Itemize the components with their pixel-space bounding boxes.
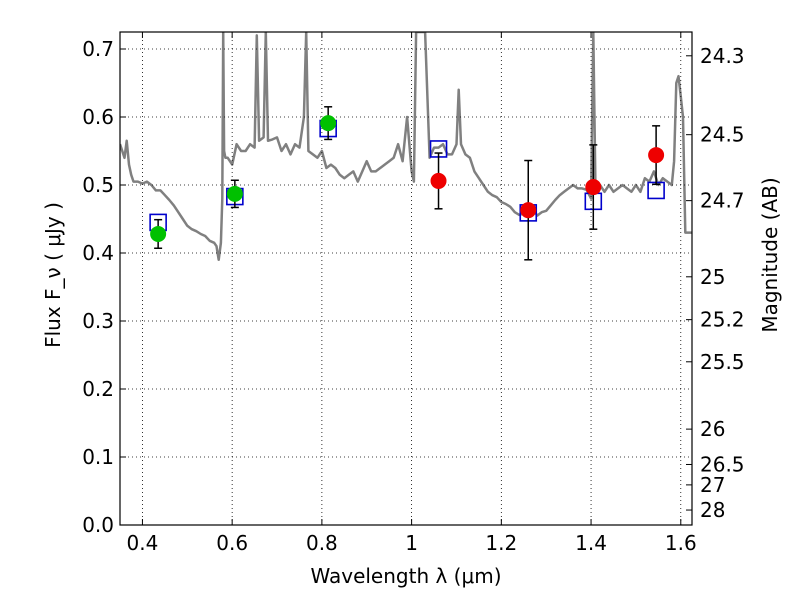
model-spectrum-line: [120, 32, 692, 262]
photometry-point: [320, 115, 337, 132]
y-right-tick-label: 27: [700, 473, 725, 497]
spectrum-layer: [120, 32, 692, 262]
axes-layer: 0.4 0.6 0.8 1 1.2 1.4 1.6 0.0 0.1 0.2 0.3 0.4 0.5 0.6…: [82, 31, 745, 555]
y-tick-label: 0.7: [82, 37, 114, 61]
y-right-tick-label: 24.7: [700, 189, 745, 213]
y-right-tick-label: 25.5: [700, 350, 745, 374]
grid-layer: [120, 32, 692, 526]
y-right-tick-label: 25.2: [700, 308, 745, 332]
y-axis-label: Flux F_ν ( μJy ): [41, 202, 65, 348]
x-tick-label: 1: [405, 531, 418, 555]
x-tick-label: 1.6: [665, 531, 697, 555]
x-tick-label: 1.4: [575, 531, 607, 555]
y-right-tick-label: 24.3: [700, 44, 745, 68]
y-right-tick-label: 25: [700, 265, 725, 289]
x-axis-label: Wavelength λ (μm): [310, 564, 501, 588]
y-axis-right-label: Magnitude (AB): [758, 177, 782, 332]
y-right-tick-label: 26.5: [700, 452, 745, 476]
x-tick-label: 0.6: [216, 531, 248, 555]
photometry-point: [226, 185, 243, 202]
y-tick-label: 0.4: [82, 241, 114, 265]
y-tick-label: 0.1: [82, 445, 114, 469]
photometry-point: [585, 179, 602, 196]
photometry-point: [430, 172, 447, 189]
photometry-point: [150, 225, 167, 242]
y-right-tick-label: 24.5: [700, 123, 745, 147]
y-tick-label: 0.3: [82, 309, 114, 333]
y-tick-label: 0.5: [82, 173, 114, 197]
x-tick-label: 0.4: [127, 531, 159, 555]
plot-frame: [119, 31, 693, 526]
x-tick-label: 1.2: [485, 531, 517, 555]
y-right-tick-label: 28: [700, 498, 725, 522]
y-right-tick-label: 26: [700, 417, 725, 441]
y-tick-label: 0.0: [82, 513, 114, 537]
y-tick-label: 0.6: [82, 105, 114, 129]
photometry-point: [648, 147, 665, 164]
y-tick-label: 0.2: [82, 377, 114, 401]
photometry-point: [520, 202, 537, 219]
marker-layer: [149, 106, 665, 261]
x-tick-label: 0.8: [306, 531, 338, 555]
